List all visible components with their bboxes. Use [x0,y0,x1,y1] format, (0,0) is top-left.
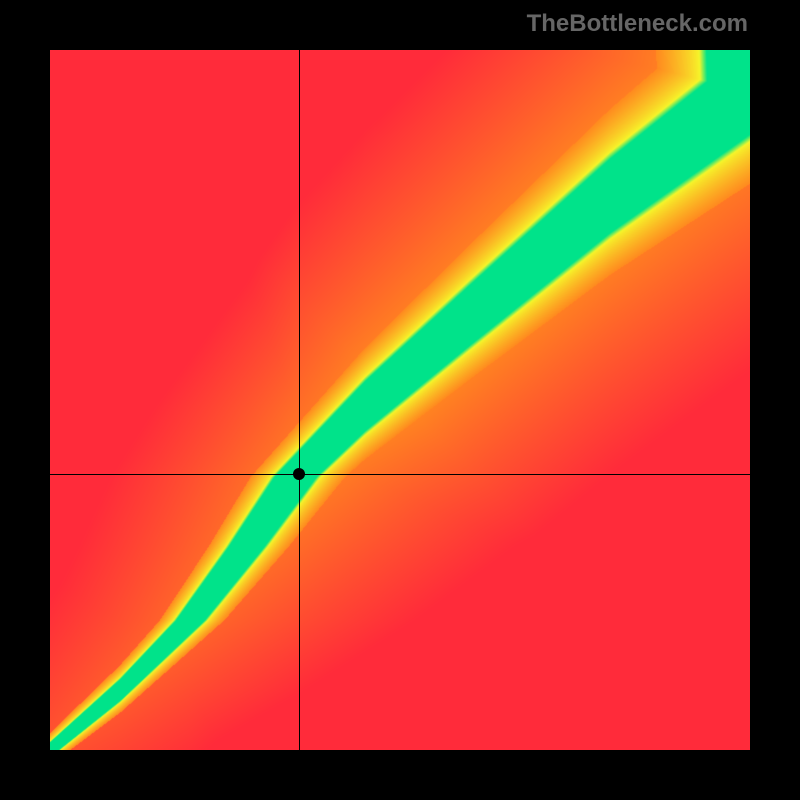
crosshair-horizontal [50,474,750,475]
crosshair-marker [293,468,305,480]
watermark-text: TheBottleneck.com [527,10,748,38]
heatmap-plot [50,50,750,750]
crosshair-vertical [299,50,300,750]
heatmap-canvas [50,50,750,750]
